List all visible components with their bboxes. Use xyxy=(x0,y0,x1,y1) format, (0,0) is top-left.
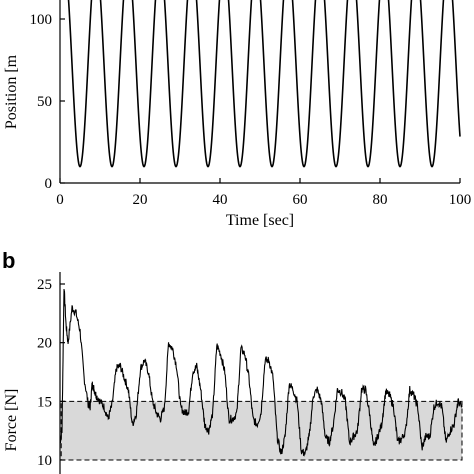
panel-a-x-tick-label: 60 xyxy=(293,192,308,208)
panel-b-y-tick-label: 10 xyxy=(37,453,52,469)
panel-b-ticks: 10 15 20 25 xyxy=(37,277,65,469)
panel-b-y-axis-title: Force [N] xyxy=(3,389,20,452)
panel-b-force-line xyxy=(59,288,463,457)
panel-b-plot-area xyxy=(59,288,463,457)
panel-a-x-tick-label: 80 xyxy=(373,192,388,208)
panel-b-label: b xyxy=(2,248,15,273)
panel-a-x-tick-label: 40 xyxy=(213,192,228,208)
panel-a-x-tick-label: 20 xyxy=(133,192,148,208)
panel-a-position: 0 20 40 60 80 100 0 50 100 Time [sec] Position [… xyxy=(3,0,471,229)
panel-b-y-tick-label: 25 xyxy=(37,277,52,293)
panel-a-position-line xyxy=(67,0,461,168)
panel-a-y-axis-title: Position [m xyxy=(3,54,20,129)
panel-a-y-tick-label: 100 xyxy=(30,12,53,28)
panel-a-y-tick-label: 50 xyxy=(37,94,52,110)
panel-b-force: b 10 15 20 25 Force [N] xyxy=(2,248,463,474)
panel-a-x-axis-title: Time [sec] xyxy=(226,212,294,229)
panel-a-y-tick-label: 0 xyxy=(45,176,53,192)
panel-a-ticks: 0 20 40 60 80 100 0 50 100 xyxy=(30,12,472,208)
panel-a-plot-area xyxy=(67,0,461,168)
panel-b-y-tick-label: 15 xyxy=(37,394,52,410)
panel-a-x-tick-label: 100 xyxy=(449,192,472,208)
panel-b-y-tick-label: 20 xyxy=(37,336,52,352)
panel-a-x-tick-label: 0 xyxy=(56,192,64,208)
